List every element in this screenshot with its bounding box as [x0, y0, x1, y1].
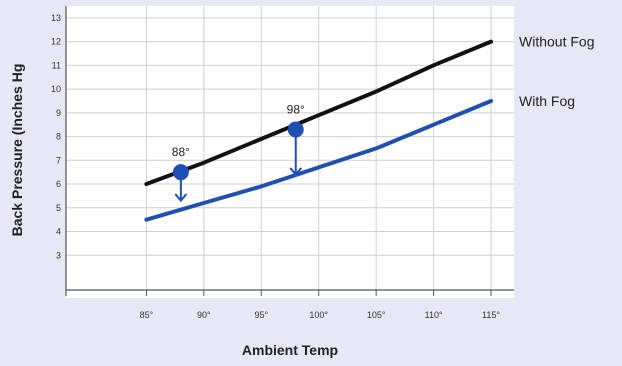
annotations: 88° 98° [172, 102, 305, 203]
annotation-label: 88° [172, 145, 190, 159]
y-tick-label: 12 [51, 37, 61, 47]
x-tick-label: 100° [309, 310, 328, 320]
annotation-label: 98° [287, 102, 305, 116]
series-label-with-fog: With Fog [519, 93, 575, 109]
y-tick-label: 13 [51, 13, 61, 23]
y-tick-label: 9 [56, 108, 61, 118]
annotation-point [287, 121, 304, 138]
x-tick-label: 105° [367, 310, 386, 320]
x-tick-label: 85° [140, 310, 154, 320]
series-line-without-fog [144, 39, 493, 186]
x-tick-label: 90° [197, 310, 211, 320]
tick-labels: 3 4 5 6 7 8 9 10 11 12 13 85° 90° 95° 100° 105° 110° 115° [51, 13, 500, 320]
x-tick-label: 95° [254, 310, 268, 320]
y-axis-title: Back Pressure (Inches Hg [9, 64, 25, 237]
y-tick-label: 5 [56, 203, 61, 213]
annotation-arrow-head [174, 193, 187, 203]
x-tick-label: 110° [425, 310, 443, 320]
x-axis-title: Ambient Temp [242, 342, 338, 358]
series-labels: Without Fog With Fog [519, 34, 594, 109]
series-lines [144, 39, 493, 222]
axes [65, 6, 514, 296]
plot-area [66, 6, 514, 298]
x-tick-label: 115° [482, 310, 500, 320]
y-tick-label: 7 [56, 155, 61, 165]
series-label-without-fog: Without Fog [519, 34, 594, 50]
y-tick-label: 10 [51, 84, 61, 94]
series-line-with-fog [144, 99, 493, 222]
annotation-arrow-head [289, 167, 302, 177]
y-tick-label: 11 [52, 60, 61, 70]
annotation-point [172, 164, 189, 181]
y-tick-label: 8 [56, 132, 61, 142]
y-tick-label: 4 [56, 227, 61, 237]
grid [66, 6, 514, 290]
y-tick-label: 3 [56, 250, 61, 260]
y-tick-label: 6 [56, 179, 61, 189]
